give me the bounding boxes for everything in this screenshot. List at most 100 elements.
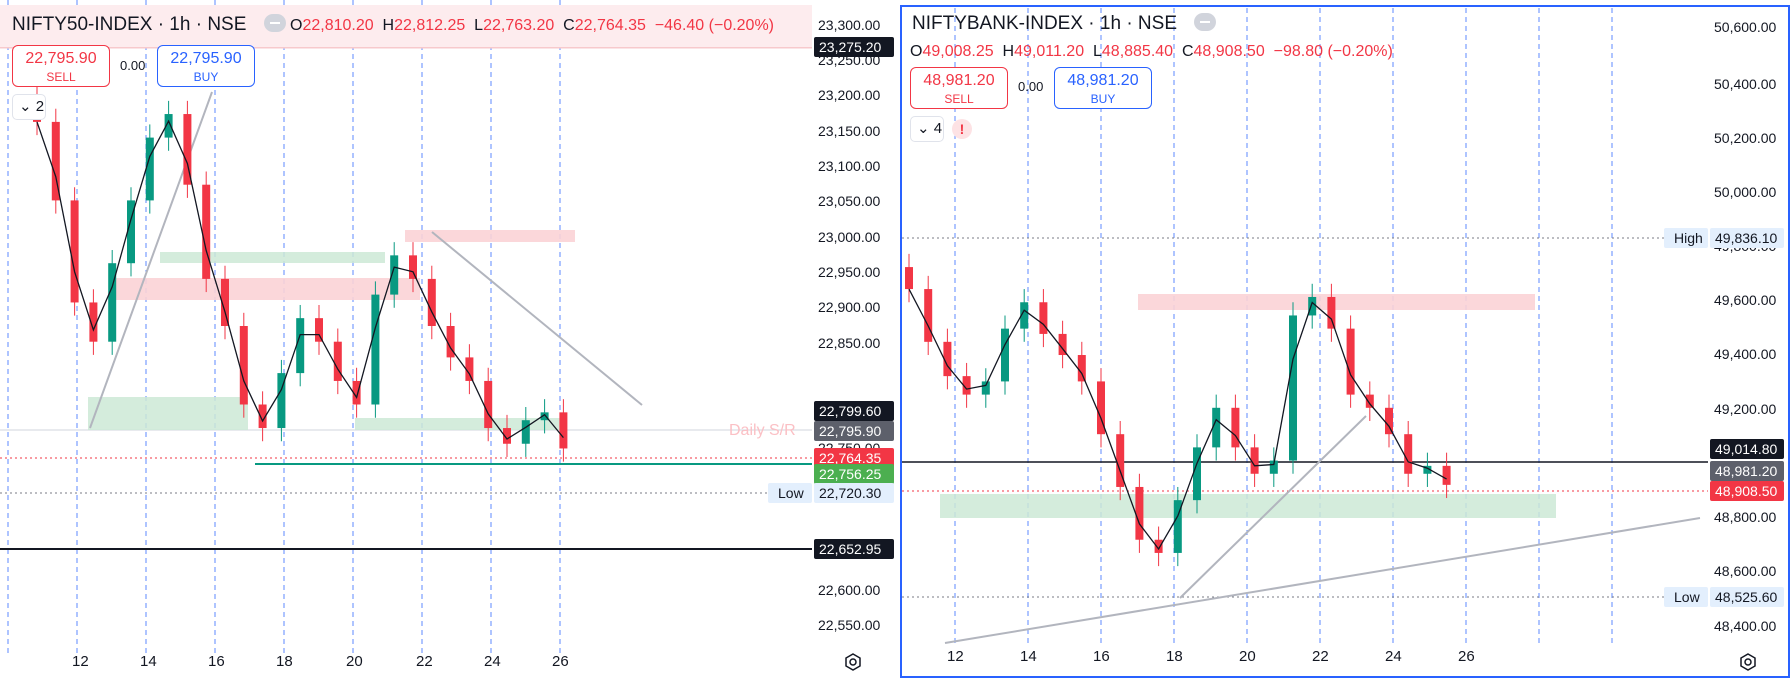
candle-body xyxy=(89,302,98,342)
price-tag xyxy=(814,464,894,484)
candle-body xyxy=(1058,333,1067,356)
price-tag xyxy=(1710,481,1784,501)
candle-body xyxy=(164,114,173,138)
time-tick-label: 18 xyxy=(1166,648,1183,665)
nifty50-price-axis[interactable]: 23,300.0023,250.0023,200.0023,150.0023,1… xyxy=(768,17,894,633)
price-tag xyxy=(1710,461,1784,481)
candle-body xyxy=(108,263,117,342)
price-tag-text: 49,836.10 xyxy=(1715,230,1777,246)
time-tick-label: 14 xyxy=(1020,648,1037,665)
indicators-toggle[interactable]: ⌄ 2 xyxy=(12,94,46,120)
time-tick-label: 12 xyxy=(72,653,89,670)
price-tag xyxy=(814,448,894,468)
price-tag-text: 22,720.30 xyxy=(819,485,881,501)
candle-body xyxy=(1346,328,1355,395)
symbol-title-text: NIFTY50-INDEX · 1h · NSE xyxy=(12,14,247,35)
price-tick-label: 22,600.00 xyxy=(818,582,880,598)
candle-body xyxy=(315,318,323,342)
nifty50-ohlc-legend: O22,810.20 H22,812.25 L22,763.20 C22,764… xyxy=(290,17,775,34)
nifty50-chart-canvas[interactable]: 23,300.0023,250.0023,200.0023,150.0023,1… xyxy=(0,0,900,680)
nifty50-chart-panel[interactable]: 23,300.00 23,250.00 23,200.00 23,150.00 23,1… xyxy=(0,0,900,680)
candle-body xyxy=(905,267,913,290)
spread-value: 0.00 xyxy=(1018,79,1044,94)
candle-body xyxy=(371,294,380,405)
candle-body xyxy=(258,404,267,429)
price-tick-label: 23,100.00 xyxy=(818,158,880,174)
price-tick-label: 22,850.00 xyxy=(818,335,880,351)
candle-body xyxy=(296,318,305,374)
time-tick-label: 16 xyxy=(208,653,225,670)
price-tick-label: 49,400.00 xyxy=(1714,346,1776,362)
candle-body xyxy=(1250,447,1259,474)
price-tick-label: 23,000.00 xyxy=(818,229,880,245)
candle-body xyxy=(333,341,342,381)
niftybank-chart-panel[interactable]: 50,600.00 50,400.00 50,200.00 50,000.00 49,8… xyxy=(900,0,1792,680)
candle-body xyxy=(1269,460,1278,474)
candle-body xyxy=(924,289,933,342)
nifty50-time-axis[interactable]: 12 14 16 18 20 22 24 26 xyxy=(72,653,569,670)
time-tick-label: 22 xyxy=(416,653,433,670)
chart-settings-gear-icon[interactable] xyxy=(843,652,863,672)
candle-body xyxy=(962,376,971,395)
candle-body xyxy=(1404,434,1413,474)
indicators-toggle[interactable]: ⌄ 4 xyxy=(910,116,944,142)
buy-button[interactable]: 48,981.20 BUY xyxy=(1054,67,1152,109)
price-tag xyxy=(1710,439,1784,459)
price-tag xyxy=(814,37,894,57)
candle-body xyxy=(1442,465,1451,485)
price-tag xyxy=(814,483,894,503)
candle-body xyxy=(145,137,154,201)
price-tag xyxy=(814,421,894,441)
sell-button[interactable]: 48,981.20 SELL xyxy=(910,67,1008,109)
candle-body xyxy=(1173,500,1182,553)
price-tick-label: 22,550.00 xyxy=(818,617,880,633)
buy-button[interactable]: 22,795.90 BUY xyxy=(157,45,255,87)
price-tick-label: 22,950.00 xyxy=(818,264,880,280)
candle-body xyxy=(277,373,286,429)
spread-value: 0.00 xyxy=(120,58,146,73)
candle-body xyxy=(1385,407,1393,435)
niftybank-chart-canvas[interactable]: 50,600.00 50,400.00 50,200.00 50,000.00 49,8… xyxy=(900,0,1792,680)
niftybank-price-axis[interactable]: 50,600.00 50,400.00 50,200.00 50,000.00 49,8… xyxy=(1664,19,1784,634)
time-tick-label: 12 xyxy=(947,648,964,665)
candle-body xyxy=(1365,394,1374,408)
time-tick-label: 24 xyxy=(1385,648,1402,665)
sell-button[interactable]: 22,795.90 SELL xyxy=(12,45,110,87)
candle-body xyxy=(1212,407,1221,448)
price-tick-label: 23,300.00 xyxy=(818,17,880,33)
price-tag-text: 22,764.35 xyxy=(819,450,881,466)
collapse-legend-button[interactable] xyxy=(1194,12,1217,31)
candle-body xyxy=(1020,302,1029,329)
candle-body xyxy=(352,380,361,405)
candle-body xyxy=(446,326,455,358)
time-tick-label: 18 xyxy=(276,653,293,670)
price-tag-text: 22,756.25 xyxy=(819,466,881,482)
candle-body xyxy=(521,420,530,444)
niftybank-time-axis[interactable]: 12 14 16 18 20 22 24 26 xyxy=(947,648,1475,665)
candle-body xyxy=(51,121,60,201)
chart-settings-gear-icon[interactable] xyxy=(1738,652,1758,672)
price-tag-label: Low xyxy=(1674,589,1701,605)
price-tag-label-box xyxy=(768,483,812,503)
candle-body xyxy=(390,255,399,295)
time-tick-label: 26 xyxy=(1458,648,1475,665)
candle-body xyxy=(1077,355,1086,382)
candle-body xyxy=(1289,315,1297,461)
nifty50-symbol-title[interactable]: NIFTY50-INDEX · 1h · NSE xyxy=(12,13,286,36)
time-tick-label: 14 xyxy=(140,653,157,670)
price-tick-label: 50,000.00 xyxy=(1714,184,1776,200)
collapse-legend-button[interactable] xyxy=(263,13,286,32)
warning-icon[interactable]: ! xyxy=(952,119,972,139)
price-tick-label: 22,900.00 xyxy=(818,299,880,315)
candle-body xyxy=(465,357,474,381)
price-tick-label: 50,400.00 xyxy=(1714,76,1776,92)
niftybank-symbol-title[interactable]: NIFTYBANK-INDEX · 1h · NSE xyxy=(912,12,1217,35)
price-tag-label-box xyxy=(1664,587,1708,607)
niftybank-candles xyxy=(905,253,1451,567)
price-tag-text: 22,652.95 xyxy=(819,541,881,557)
candle-body xyxy=(1135,486,1144,540)
price-tick-label: 49,600.00 xyxy=(1714,292,1776,308)
price-tag-text: 48,981.20 xyxy=(1715,463,1777,479)
price-tick-label: 48,800.00 xyxy=(1714,509,1776,525)
nifty50-candles xyxy=(33,86,568,462)
